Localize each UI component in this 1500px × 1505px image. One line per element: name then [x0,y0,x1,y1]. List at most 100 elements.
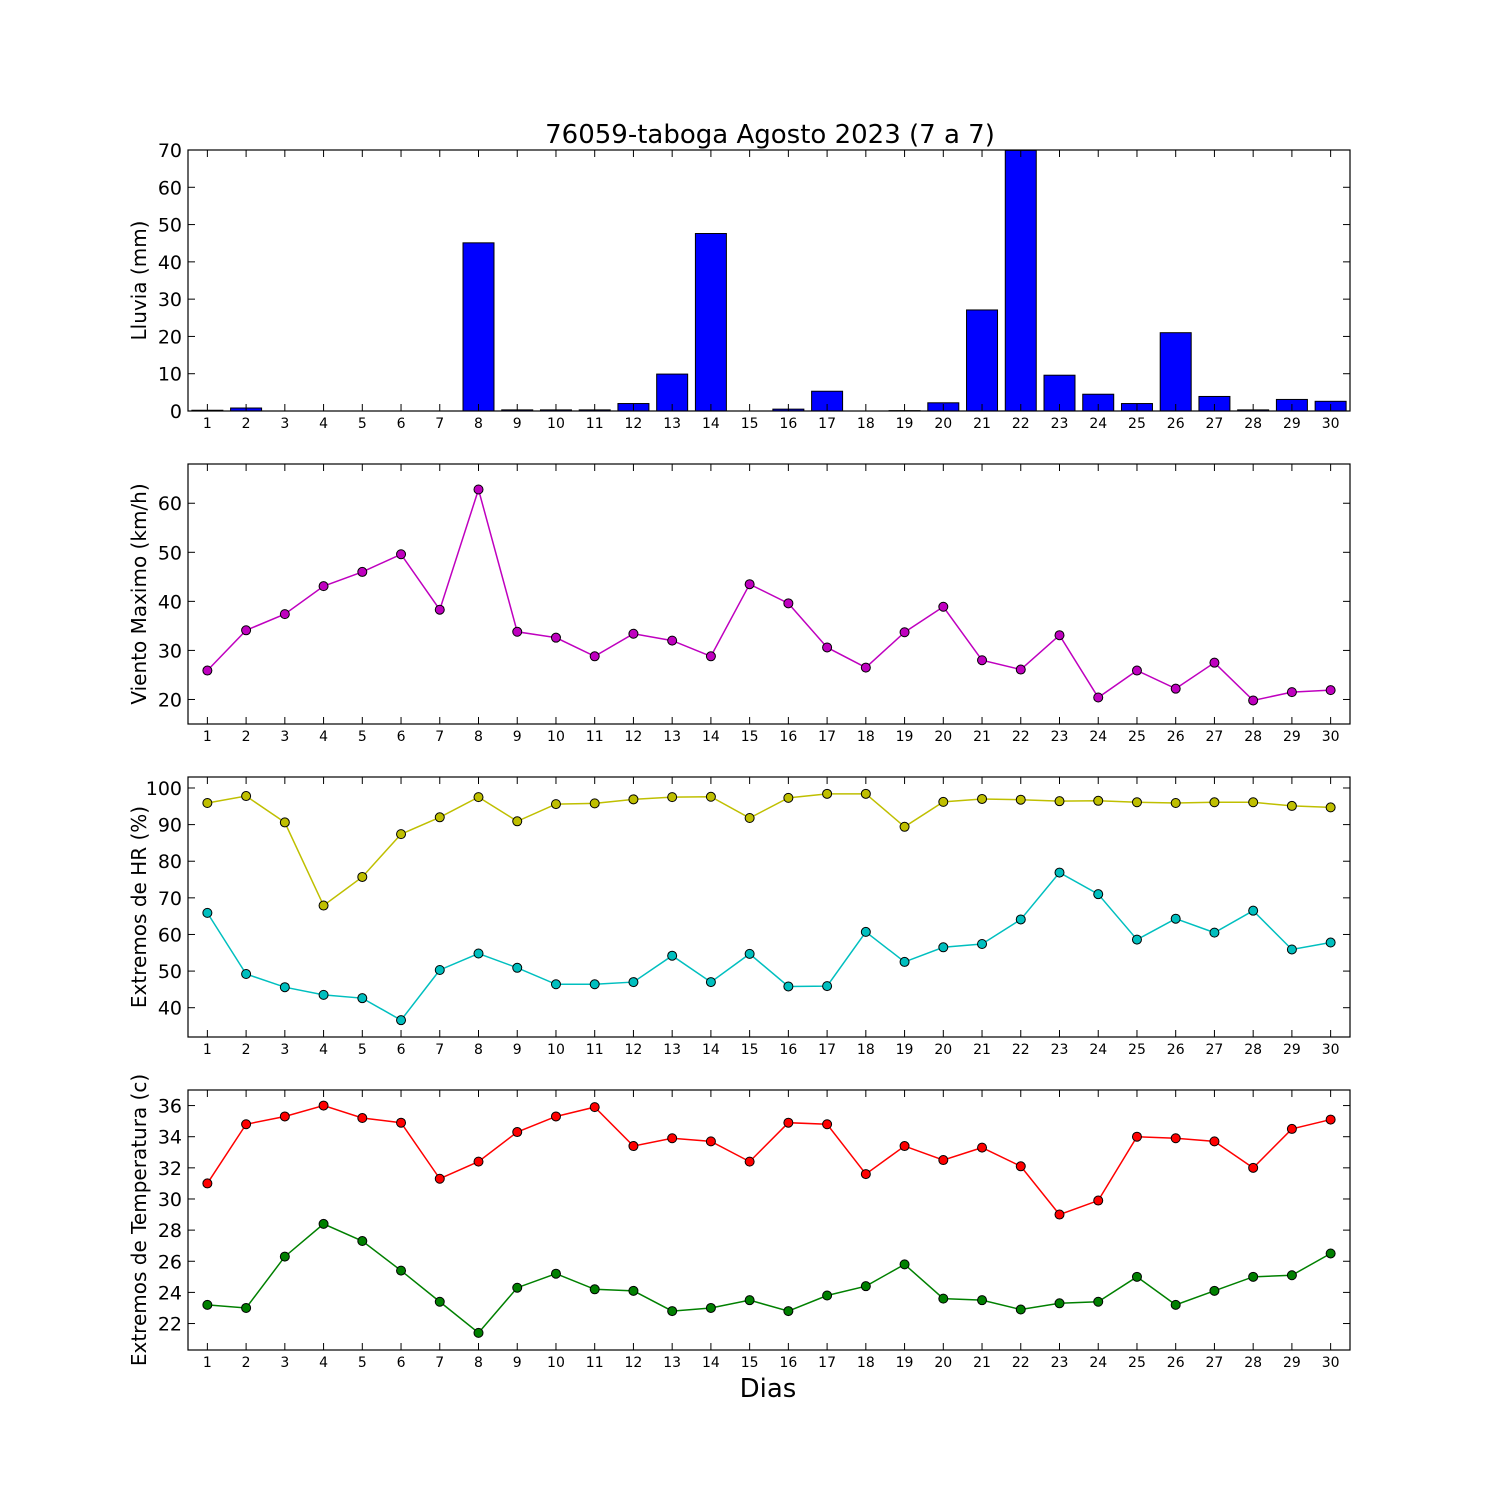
data-point [861,789,870,798]
x-tick-label: 10 [547,1042,565,1058]
x-tick-label: 27 [1206,416,1224,432]
x-tick-label: 6 [397,1355,406,1371]
data-point [1249,696,1258,705]
data-point [242,970,251,979]
data-point [513,963,522,972]
x-tick-label: 4 [319,1355,328,1371]
x-tick-label: 17 [818,1042,836,1058]
x-tick-label: 17 [818,1355,836,1371]
x-tick-label: 26 [1167,1042,1185,1058]
y-tick-label: 28 [158,1220,182,1242]
data-point [474,1328,483,1337]
data-point [474,949,483,958]
data-point [1132,935,1141,944]
x-tick-label: 7 [435,1355,444,1371]
x-tick-label: 5 [358,1355,367,1371]
data-point [1132,1272,1141,1281]
data-point [1171,1134,1180,1143]
data-point [590,799,599,808]
y-tick-label: 36 [158,1096,182,1118]
data-point [939,1156,948,1165]
data-point [203,666,212,675]
data-point [590,1103,599,1112]
x-tick-label: 14 [702,1355,720,1371]
x-tick-label: 8 [474,416,483,432]
data-point [706,1303,715,1312]
x-tick-label: 29 [1283,1355,1301,1371]
x-tick-label: 24 [1089,1042,1107,1058]
data-point [1287,945,1296,954]
data-point [435,605,444,614]
data-point [1132,798,1141,807]
x-tick-label: 1 [203,1042,212,1058]
x-tick-label: 12 [625,1355,643,1371]
x-tick-label: 29 [1283,1042,1301,1058]
data-point [513,817,522,826]
x-tick-label: 11 [586,1355,604,1371]
x-tick-label: 9 [513,416,522,432]
x-tick-label: 5 [358,1042,367,1058]
x-tick-label: 13 [663,1042,681,1058]
data-point [900,1142,909,1151]
x-tick-label: 27 [1206,729,1224,745]
x-tick-label: 6 [397,729,406,745]
data-point [900,628,909,637]
data-point [242,1303,251,1312]
data-point [1210,1286,1219,1295]
data-point [823,643,832,652]
data-point [1249,1272,1258,1281]
x-tick-label: 14 [702,729,720,745]
x-tick-label: 16 [779,416,797,432]
data-point [978,1143,987,1152]
x-tick-label: 20 [934,1042,952,1058]
data-point [1016,1162,1025,1171]
data-point [1055,631,1064,640]
x-tick-label: 23 [1051,1355,1069,1371]
data-point [203,908,212,917]
data-point [590,652,599,661]
data-point [1287,801,1296,810]
data-point [629,1142,638,1151]
x-tick-label: 25 [1128,1355,1146,1371]
x-tick-label: 21 [973,416,991,432]
data-point [1249,798,1258,807]
data-point [1249,1163,1258,1172]
x-tick-label: 4 [319,1042,328,1058]
data-point [280,1112,289,1121]
data-point [745,1157,754,1166]
x-tick-label: 3 [280,416,289,432]
data-point [668,793,677,802]
x-tick-label: 9 [513,1042,522,1058]
data-point [823,1291,832,1300]
data-point [900,957,909,966]
x-tick-label: 12 [625,416,643,432]
x-tick-label: 2 [242,1355,251,1371]
x-tick-label: 4 [319,416,328,432]
y-tick-label: 40 [158,591,182,613]
data-point [1287,1124,1296,1133]
data-point [706,792,715,801]
x-tick-label: 21 [973,1355,991,1371]
data-point [1094,796,1103,805]
x-tick-label: 29 [1283,729,1301,745]
data-point [1016,665,1025,674]
data-point [1094,890,1103,899]
data-point [784,599,793,608]
data-point [1016,915,1025,924]
y-tick-label: 22 [158,1314,182,1336]
data-point [1055,1210,1064,1219]
x-tick-label: 4 [319,729,328,745]
data-point [319,990,328,999]
data-point [823,789,832,798]
data-point [242,626,251,635]
data-point [978,656,987,665]
x-tick-label: 16 [779,1355,797,1371]
data-point [784,793,793,802]
data-point [513,627,522,636]
y-tick-label: 24 [158,1282,182,1304]
bar [967,310,998,411]
x-tick-label: 11 [586,729,604,745]
data-point [551,633,560,642]
data-point [706,652,715,661]
data-point [900,1260,909,1269]
